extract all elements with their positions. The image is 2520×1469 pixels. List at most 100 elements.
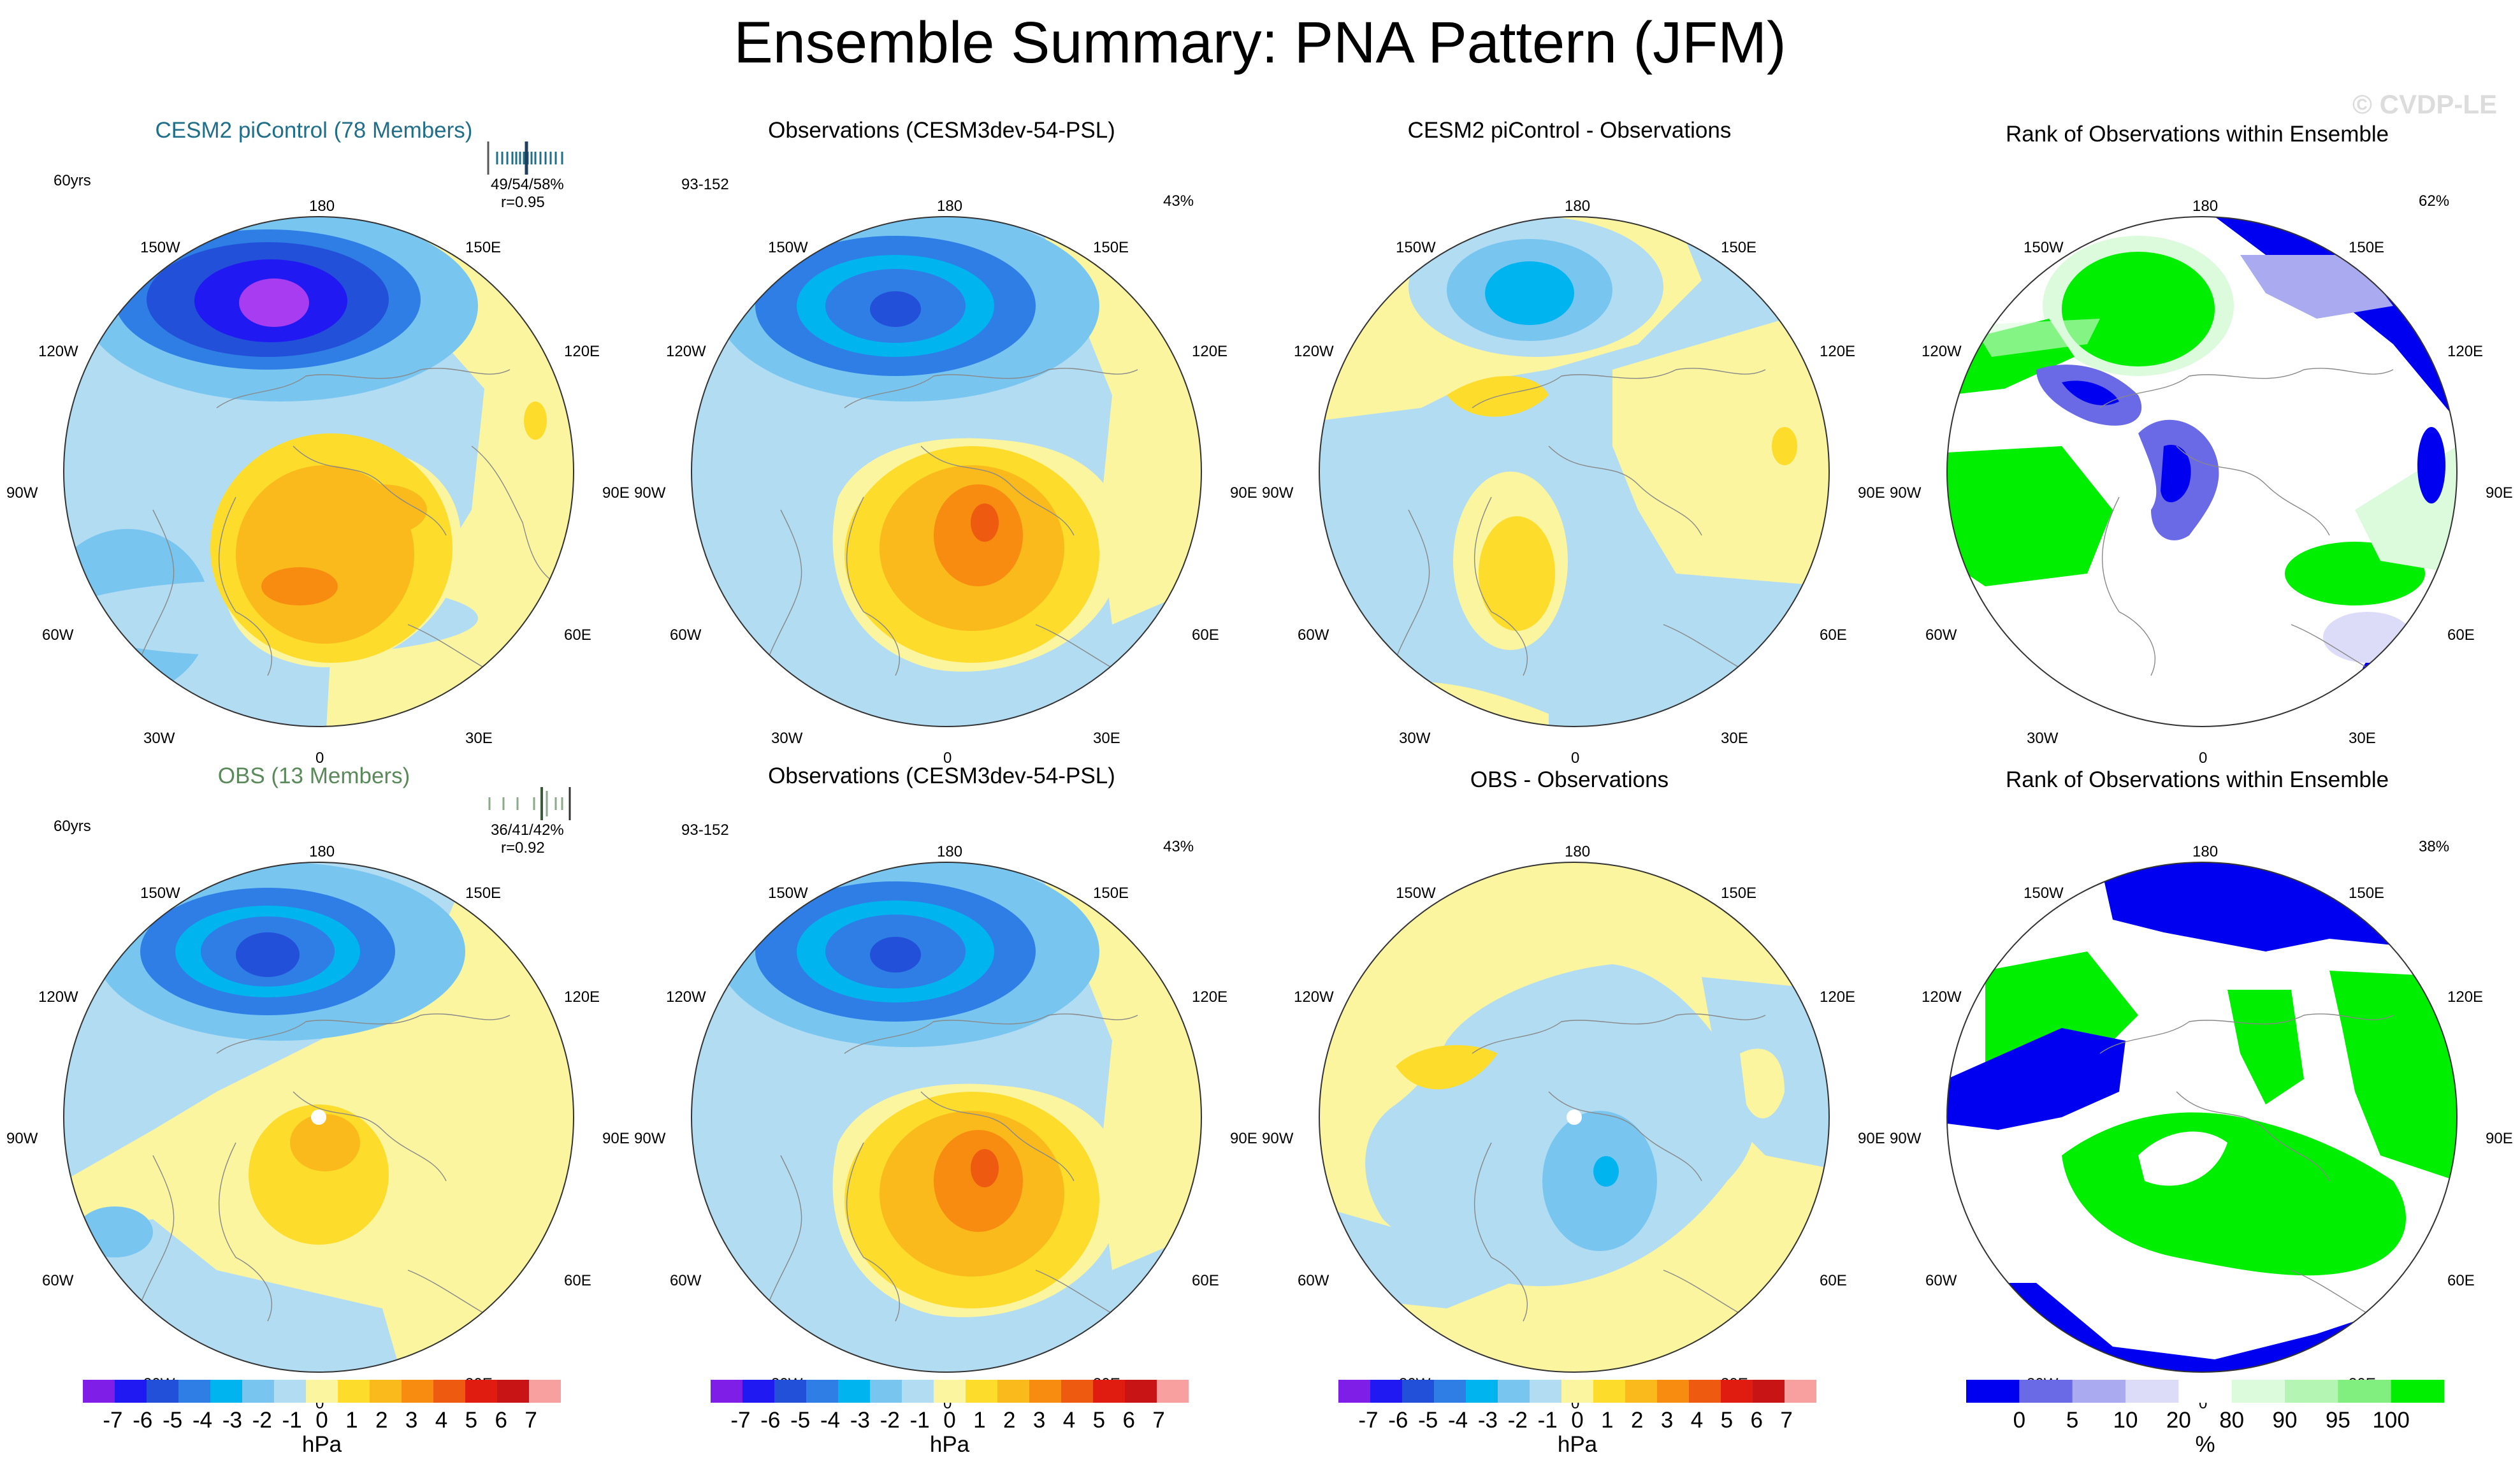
colorbar-tick-label: 90 <box>2272 1408 2298 1433</box>
colorbar-swatch <box>1530 1380 1562 1403</box>
colorbar-swatch <box>1338 1380 1371 1403</box>
colorbar-unit-label: hPa <box>929 1432 970 1457</box>
colorbar-tick-label: 4 <box>1062 1408 1076 1433</box>
panel-title: CESM2 piControl - Observations <box>1407 118 1732 143</box>
panel-title: Rank of Observations within Ensemble <box>2005 122 2389 147</box>
colorbar-tick-label: 1 <box>973 1408 986 1433</box>
colorbar-hpa-2: -7 -6 -5 -4 -3 -2 -1 0 1 2 3 4 5 6 7 hPa <box>711 1380 1189 1469</box>
stat-text: 36/41/42% <box>491 821 564 839</box>
colorbar-tick-label: -4 <box>192 1408 213 1433</box>
colorbar-swatch <box>1434 1380 1466 1403</box>
colorbar-swatch <box>1593 1380 1626 1403</box>
colorbar-tick-label: -7 <box>103 1408 123 1433</box>
colorbar-tick-label: 5 <box>465 1408 478 1433</box>
colorbar-swatch <box>433 1380 466 1403</box>
colorbar-swatch <box>1029 1380 1062 1403</box>
colorbar-tick-label: 0 <box>2013 1408 2026 1433</box>
colorbar-strip <box>83 1380 561 1403</box>
colorbar-tick-label: -1 <box>1537 1408 1558 1433</box>
member-spread-strip <box>488 787 571 820</box>
colorbar-swatch <box>1721 1380 1753 1403</box>
colorbar-tick-label: -4 <box>820 1408 841 1433</box>
colorbar-tick-label: 6 <box>1750 1408 1763 1433</box>
colorbar-swatch <box>1370 1380 1403 1403</box>
colorbar-swatch <box>1753 1380 1785 1403</box>
colorbar-swatch <box>806 1380 839 1403</box>
colorbar-swatch <box>1561 1380 1594 1403</box>
colorbar-tick-label: 0 <box>315 1408 328 1433</box>
colorbar-swatch <box>1625 1380 1658 1403</box>
colorbar-swatch <box>2072 1380 2126 1403</box>
colorbar-swatch <box>1689 1380 1721 1403</box>
colorbar-tick-label: -6 <box>133 1408 153 1433</box>
colorbar-tick-label: 4 <box>435 1408 448 1433</box>
colorbar-tick-label: 6 <box>495 1408 507 1433</box>
figure-title: Ensemble Summary: PNA Pattern (JFM) <box>734 10 1786 75</box>
colorbar-tick-label: -5 <box>163 1408 183 1433</box>
polar-map: 180 150E 120E 90E 60E 30E 0 30W 60W 90W … <box>1890 824 2513 1412</box>
member-spread-strip <box>487 141 563 175</box>
colorbar-tick-label: 2 <box>1631 1408 1644 1433</box>
colorbar-tick-label: 5 <box>1720 1408 1734 1433</box>
colorbar-swatch <box>838 1380 871 1403</box>
colorbar-hpa-3: -7 -6 -5 -4 -3 -2 -1 0 1 2 3 4 5 6 7 hPa <box>1338 1380 1816 1469</box>
panel-r2-c1: OBS (13 Members) 60yrs 36/41/42% r=0.92 <box>0 754 630 1412</box>
colorbar-tick-label: -4 <box>1447 1408 1468 1433</box>
colorbar-tick-label: 7 <box>1152 1408 1165 1433</box>
colorbar-tick-label: -5 <box>1418 1408 1438 1433</box>
colorbar-strip <box>711 1380 1189 1403</box>
colorbar-swatch <box>2178 1380 2233 1403</box>
colorbar-swatch <box>2391 1380 2444 1403</box>
polar-map: 180 150E 120E 90E 60E 30E 0 30W 60W 90W … <box>1890 178 2513 767</box>
colorbar-hpa-1: -7 -6 -5 -4 -3 -2 -1 0 1 2 3 4 5 6 7 hPa <box>83 1380 561 1469</box>
colorbar-tick-label: -3 <box>850 1408 870 1433</box>
colorbar-swatch <box>1966 1380 2020 1403</box>
panel-title: CESM2 piControl (78 Members) <box>155 118 473 143</box>
colorbar-swatch <box>2338 1380 2392 1403</box>
correlation-text: r=0.95 <box>501 194 545 211</box>
panel-title: Rank of Observations within Ensemble <box>2005 767 2389 792</box>
colorbar-tick-label: 80 <box>2219 1408 2245 1433</box>
colorbar-swatch <box>711 1380 743 1403</box>
colorbar-swatch <box>115 1380 147 1403</box>
colorbar-swatch <box>242 1380 275 1403</box>
polar-map: 180 150E 120E 90E 60E 30E 0 30W 60W 90W … <box>6 824 630 1412</box>
colorbar-swatch <box>402 1380 434 1403</box>
colorbar-swatch <box>966 1380 998 1403</box>
colorbar-tick-label: 1 <box>345 1408 358 1433</box>
polar-map: 180 150E 120E 90E 60E 30E 0 30W 60W 90W … <box>6 178 630 767</box>
colorbar-tick-label: 7 <box>1780 1408 1793 1433</box>
colorbar-tick-label: 3 <box>1032 1408 1046 1433</box>
colorbar-swatch <box>997 1380 1030 1403</box>
percent-label: 38% <box>2419 838 2450 855</box>
colorbar-swatch <box>934 1380 966 1403</box>
colorbar-swatch <box>83 1380 115 1403</box>
colorbar-tick-label: 10 <box>2113 1408 2138 1433</box>
colorbar-tick-label: 5 <box>2066 1408 2079 1433</box>
colorbar-tick-label: 1 <box>1601 1408 1614 1433</box>
colorbar-swatch <box>1093 1380 1126 1403</box>
colorbar-rank: 0 5 10 20 80 90 95 100% <box>1966 1380 2444 1469</box>
colorbar-tick-label: 7 <box>525 1408 537 1433</box>
colorbar-tick-label: -5 <box>790 1408 811 1433</box>
colorbar-swatch <box>1785 1380 1816 1403</box>
percent-label: 62% <box>2419 192 2450 210</box>
panel-title: OBS (13 Members) <box>217 763 410 788</box>
panel-r2-c3: OBS - Observations <box>1256 754 1885 1412</box>
panel-title: Observations (CESM3dev-54-PSL) <box>768 763 1115 788</box>
colorbar-swatch <box>2125 1380 2179 1403</box>
years-label: 93-152 <box>681 821 729 839</box>
colorbar-tick-label: 3 <box>405 1408 418 1433</box>
colorbar-tick-label: -2 <box>1507 1408 1528 1433</box>
colorbar-swatch <box>742 1380 775 1403</box>
percent-label: 43% <box>1163 192 1194 210</box>
years-label: 60yrs <box>54 172 91 189</box>
colorbar-swatch <box>870 1380 902 1403</box>
colorbar-swatch <box>2285 1380 2338 1403</box>
watermark: © CVDP-LE <box>2352 89 2497 119</box>
stat-text: 49/54/58% <box>491 176 564 193</box>
colorbar-swatch <box>306 1380 338 1403</box>
colorbar-swatch <box>274 1380 307 1403</box>
colorbar-swatch <box>1657 1380 1690 1403</box>
colorbar-tick-label: -7 <box>730 1408 751 1433</box>
